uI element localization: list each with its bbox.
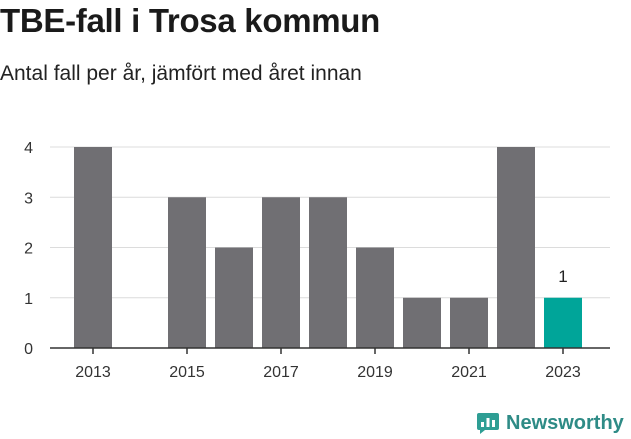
bar-2022 [497, 147, 535, 348]
bar-2023 [544, 297, 582, 348]
y-tick-label-1: 1 [24, 291, 33, 308]
brand-name: Newsworthy [506, 411, 624, 434]
bars [74, 147, 582, 348]
y-tick-label-3: 3 [24, 190, 33, 207]
bar-chart: 0 1 2 3 4 2013 2015 2017 2019 2021 2023 1 [24, 140, 610, 381]
bar-2013 [74, 147, 112, 348]
bar-2017 [262, 197, 300, 348]
bar-2016 [215, 247, 253, 348]
y-axis-ticks: 0 1 2 3 4 [24, 140, 33, 358]
y-tick-label-2: 2 [24, 241, 33, 258]
chart-subtitle: Antal fall per år, jämfört med året inna… [0, 62, 362, 85]
x-axis-ticks: 2013 2015 2017 2019 2021 2023 [75, 348, 581, 381]
x-tick-label-2017: 2017 [263, 364, 299, 381]
data-labels: 1 [558, 267, 567, 286]
bar-2019 [356, 247, 394, 348]
chart-title: TBE-fall i Trosa kommun [0, 2, 380, 39]
x-tick-label-2019: 2019 [357, 364, 393, 381]
bar-2020 [403, 297, 441, 348]
data-label-2023: 1 [558, 267, 567, 286]
brand-logo: Newsworthy [476, 407, 624, 439]
y-tick-label-0: 0 [24, 341, 33, 358]
y-tick-label-4: 4 [24, 140, 33, 157]
bar-2018 [309, 197, 347, 348]
x-tick-label-2023: 2023 [545, 364, 581, 381]
x-tick-label-2021: 2021 [451, 364, 487, 381]
x-tick-label-2015: 2015 [169, 364, 205, 381]
x-tick-label-2013: 2013 [75, 364, 111, 381]
bar-2021 [450, 297, 488, 348]
bar-chart-bubble-icon [477, 413, 499, 434]
bar-2015 [168, 197, 206, 348]
